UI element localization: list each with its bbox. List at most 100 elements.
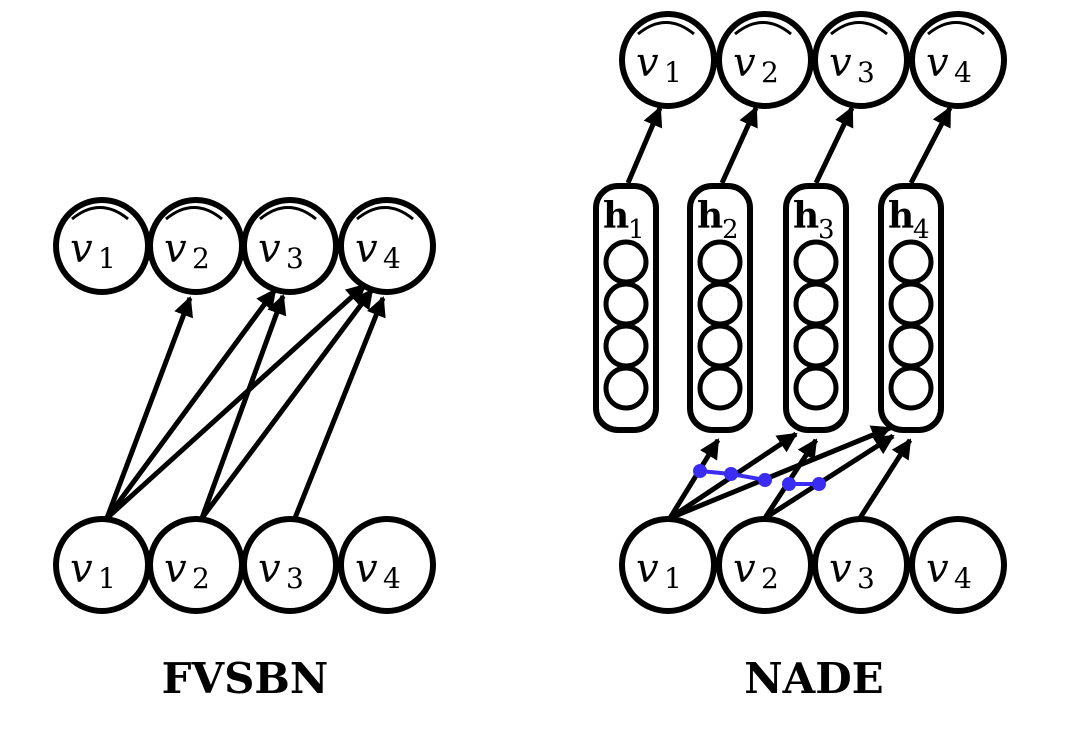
nade-hidden-unit: [603, 239, 649, 285]
nade-edge-v2-h4: [763, 433, 895, 521]
nade-input-sub-4: 4: [954, 562, 972, 595]
nade-output-var-2: v: [733, 40, 756, 86]
fvsbn-output-sub-3: 3: [286, 242, 304, 275]
nade-input-var-2: v: [733, 546, 756, 592]
nade-output-nodes: v 1 v 2 v 3 v 4: [619, 11, 1007, 109]
fvsbn-input-var-1: v: [70, 546, 93, 592]
fvsbn-input-node-2: v 2: [147, 516, 245, 614]
nade-input-node-2: v 2: [716, 516, 814, 614]
nade-caption: NADE: [744, 654, 883, 703]
fvsbn-input-sub-1: 1: [98, 562, 116, 595]
fvsbn-output-var-3: v: [258, 226, 281, 272]
nade-hidden-unit: [603, 281, 649, 327]
nade-hidden-var-1: h: [603, 195, 629, 237]
fvsbn-edge-v1-v4hat: [105, 283, 367, 520]
fvsbn-edge-v1-v2hat: [104, 296, 194, 519]
fvsbn-edges: [104, 283, 386, 520]
nade-output-node-2: v 2: [716, 11, 814, 109]
fvsbn-input-node-1: v 1: [53, 516, 151, 614]
nade-hidden-sub-1: 1: [628, 215, 645, 245]
fvsbn-edge-v1-v3hat: [104, 288, 278, 520]
nade-input-node-4: v 4: [909, 516, 1007, 614]
nade-input-sub-3: 3: [857, 562, 875, 595]
nade-edge-v3-h4: [857, 438, 913, 520]
nade-hidden-block-1: h 1: [593, 183, 659, 433]
fvsbn-output-node-4: v 4: [338, 197, 436, 295]
fvsbn-input-nodes: v 1 v 2 v 3 v 4: [53, 516, 436, 614]
shared-weight-dot-5: [812, 477, 826, 491]
nade-hidden-sub-3: 3: [818, 215, 835, 245]
nade-hidden-unit: [603, 365, 649, 411]
nade-edge-h2-v2hat: [719, 106, 759, 185]
nade-hidden-unit: [888, 365, 934, 411]
fvsbn-edge-v2-v4hat: [199, 288, 375, 520]
nade-output-var-1: v: [636, 40, 659, 86]
nade-edge-v1-h4: [669, 425, 892, 521]
shared-weight-dot-2: [724, 467, 738, 481]
nade-hidden-unit: [603, 323, 649, 369]
nade-hidden-var-3: h: [793, 195, 819, 237]
nade-input-node-1: v 1: [619, 516, 717, 614]
fvsbn-output-var-1: v: [70, 226, 93, 272]
fvsbn-input-node-3: v 3: [241, 516, 339, 614]
nade-hidden-sub-2: 2: [722, 215, 739, 245]
fvsbn-input-sub-2: 2: [192, 562, 210, 595]
nade-edge-h4-v4hat: [908, 106, 953, 185]
fvsbn-input-sub-4: 4: [383, 562, 401, 595]
nade-hidden-var-4: h: [888, 195, 914, 237]
nade-output-sub-1: 1: [664, 56, 682, 89]
nade-input-sub-1: 1: [664, 562, 682, 595]
nade-hidden-unit: [793, 365, 839, 411]
nade-hidden-block-2: h 2: [687, 183, 753, 433]
fvsbn-output-nodes: v 1 v 2 v 3 v 4: [53, 197, 436, 295]
nade-output-node-1: v 1: [619, 11, 717, 109]
nade-hidden-unit: [793, 239, 839, 285]
nade-hidden-unit: [793, 281, 839, 327]
fvsbn-caption: FVSBN: [162, 654, 329, 703]
nade-edge-h1-v1hat: [625, 106, 663, 184]
shared-weight-dot-4: [782, 477, 796, 491]
nade-input-node-3: v 3: [812, 516, 910, 614]
fvsbn-output-node-1: v 1: [53, 197, 151, 295]
nade-output-var-4: v: [926, 40, 949, 86]
fvsbn-input-var-2: v: [164, 546, 187, 592]
nade-output-node-3: v 3: [812, 11, 910, 109]
nade-hidden-unit: [888, 323, 934, 369]
nade-output-var-3: v: [829, 40, 852, 86]
fvsbn-output-sub-4: 4: [383, 242, 401, 275]
nade-output-sub-4: 4: [954, 56, 972, 89]
nade-hidden-unit: [697, 323, 743, 369]
nade-shared-weights: [693, 464, 826, 491]
fvsbn-input-var-3: v: [258, 546, 281, 592]
fvsbn-input-var-4: v: [355, 546, 378, 592]
fvsbn-output-var-2: v: [164, 226, 187, 272]
nade-input-nodes: v 1 v 2 v 3 v 4: [619, 516, 1007, 614]
nade-hidden-unit: [697, 281, 743, 327]
nade-output-sub-3: 3: [857, 56, 875, 89]
fvsbn-input-node-4: v 4: [338, 516, 436, 614]
nade-edge-v1-h2: [667, 438, 721, 520]
fvsbn-output-sub-2: 2: [192, 242, 210, 275]
nade-input-var-1: v: [636, 546, 659, 592]
nade-hidden-unit: [697, 365, 743, 411]
shared-weight-dot-1: [693, 464, 707, 478]
nade-input-var-4: v: [926, 546, 949, 592]
nade-edge-h3-v3hat: [813, 106, 855, 185]
fvsbn-output-node-3: v 3: [241, 197, 339, 295]
nade-hidden-layers: h 1 h 2 h 3: [593, 183, 944, 433]
nade-output-node-4: v 4: [909, 11, 1007, 109]
shared-weight-dot-3: [758, 473, 772, 487]
nade-input-var-3: v: [829, 546, 852, 592]
nade-hidden-var-2: h: [697, 195, 723, 237]
fvsbn-edge-v3-v4hat: [292, 296, 386, 519]
nade-hidden-block-4: h 4: [878, 183, 944, 433]
fvsbn-panel: v 1 v 2 v 3 v 4: [53, 197, 436, 703]
nade-output-sub-2: 2: [761, 56, 779, 89]
fvsbn-edge-v2-v3hat: [199, 294, 287, 519]
fvsbn-output-sub-1: 1: [98, 242, 116, 275]
nade-input-sub-2: 2: [761, 562, 779, 595]
nade-hidden-unit: [888, 239, 934, 285]
nade-hidden-unit: [793, 323, 839, 369]
